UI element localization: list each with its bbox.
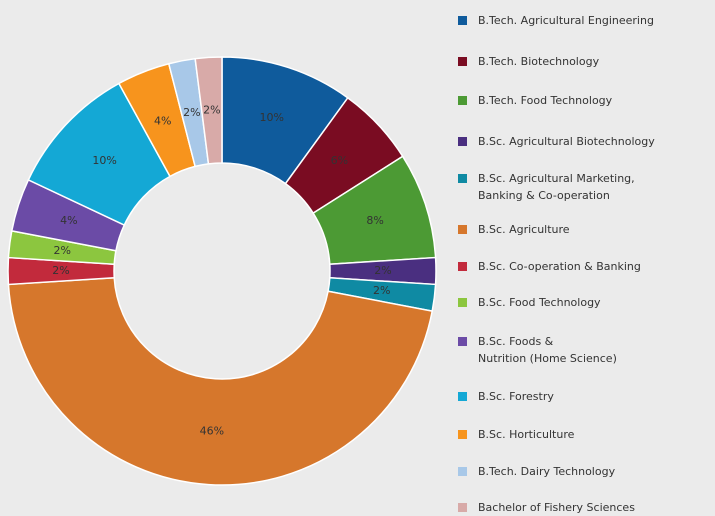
legend-label: B.Tech. Agricultural Engineering (478, 14, 654, 27)
legend-label: B.Sc. Agricultural Biotechnology (478, 135, 655, 148)
legend-swatch (458, 16, 467, 25)
slice-label: 2% (203, 103, 220, 116)
legend-swatch (458, 467, 467, 476)
slice-label: 2% (374, 264, 391, 277)
slice-label: 6% (331, 154, 348, 167)
legend-swatch (458, 503, 467, 512)
legend-label: B.Sc. Forestry (478, 390, 554, 403)
slice-label: 2% (183, 106, 200, 119)
slice-label: 10% (92, 154, 116, 167)
legend-label: B.Sc. Agriculture (478, 223, 570, 236)
donut: 10%6%8%2%2%46%2%2%4%10%4%2% 2% (7, 56, 437, 486)
slice (7, 276, 434, 486)
legend-swatch (458, 392, 467, 401)
slice-label: 2% (373, 284, 390, 297)
slice-label: 46% (200, 425, 224, 438)
legend-label: B.Sc. Foods & Nutrition (Home Science) (478, 335, 617, 365)
legend-label: B.Tech. Food Technology (478, 94, 613, 107)
legend-swatch (458, 298, 467, 307)
legend-swatch (458, 430, 467, 439)
legend-label: B.Sc. Food Technology (478, 296, 601, 309)
legend-swatch (458, 137, 467, 146)
legend-swatch (458, 225, 467, 234)
slice-label: 4% (60, 214, 77, 227)
slice-label: 2% (54, 244, 71, 257)
legend-swatch (458, 337, 467, 346)
legend-label: B.Tech. Dairy Technology (478, 465, 616, 478)
slice-label: 8% (366, 214, 383, 227)
slice-label: 2% (52, 264, 69, 277)
legend-label: Bachelor of Fishery Sciences (478, 501, 635, 514)
legend-label: B.Sc. Agricultural Marketing, Banking & … (478, 172, 635, 202)
legend-swatch (458, 262, 467, 271)
legend-swatch (458, 57, 467, 66)
legend-label: B.Sc. Co-operation & Banking (478, 260, 641, 273)
slice-label: 10% (260, 111, 284, 124)
slice (194, 56, 223, 165)
legend-label: B.Sc. Horticulture (478, 428, 575, 441)
slice-label: 4% (154, 114, 171, 127)
legend-label: B.Tech. Biotechnology (478, 55, 600, 68)
legend-swatch (458, 174, 467, 183)
legend-swatch (458, 96, 467, 105)
